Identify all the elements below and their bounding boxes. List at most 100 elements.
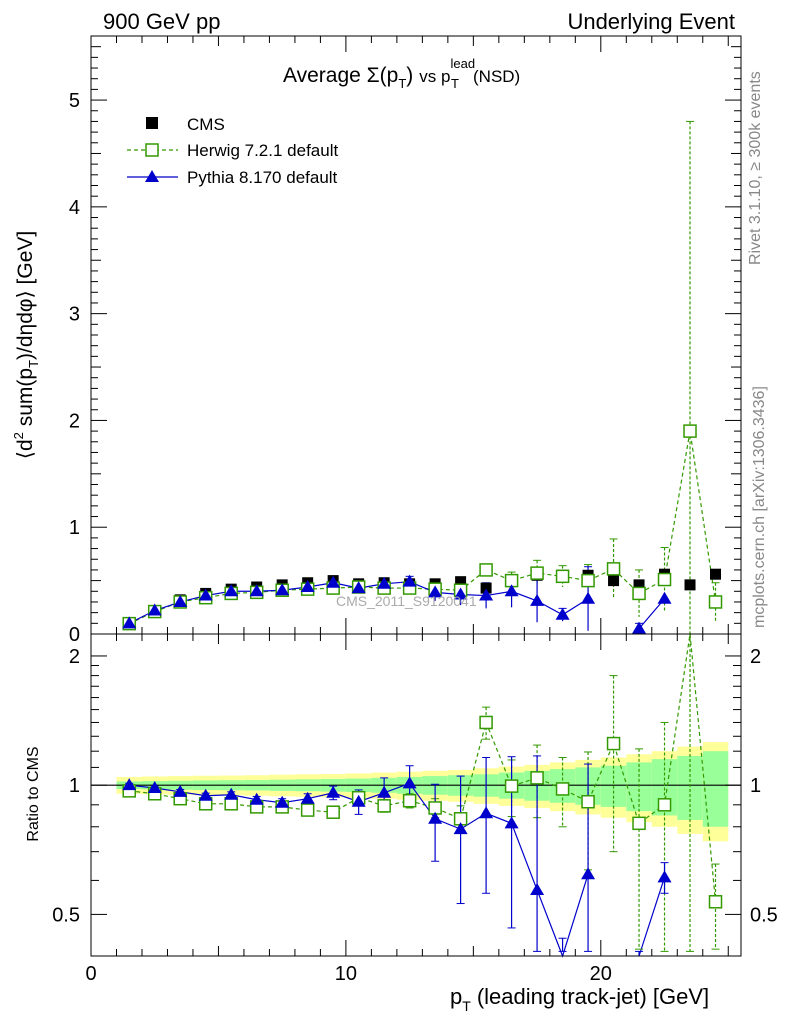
cms-point <box>480 582 492 594</box>
herwig-ratio-point <box>300 803 315 817</box>
ratio-y-axis-label: Ratio to CMS <box>25 746 42 841</box>
herwig-ratio-point <box>632 816 646 831</box>
plot-title: Average Σ(pT) vs plead T (NSD) <box>283 56 520 91</box>
x-tick-label: 10 <box>335 963 357 985</box>
watermark: CMS_2011_S9120041 <box>336 593 477 609</box>
cms-point <box>608 575 620 587</box>
y-tick-label: 1 <box>69 517 80 539</box>
ratio-tick-label-right: 1 <box>750 775 761 797</box>
ratio-frame <box>90 633 742 957</box>
herwig-point <box>530 566 544 580</box>
pythia-point <box>351 581 366 594</box>
cms-point <box>684 579 696 591</box>
pythia-point <box>147 603 162 616</box>
pythia-point <box>555 607 570 620</box>
pythia-point <box>173 594 188 607</box>
pythia-ratio-point <box>198 788 213 801</box>
pythia-point <box>504 584 519 597</box>
x-axis-label: pT (leading track-jet) [GeV] <box>450 984 709 1014</box>
tick-labels: 0 10 20 0 1 2 3 4 5 0.5 0.5 1 1 2 2 <box>52 90 778 985</box>
pythia-ratio-point <box>275 795 290 808</box>
cms-point <box>633 579 645 591</box>
legend-cms-marker <box>146 117 158 129</box>
herwig-ratio-point <box>555 782 570 796</box>
herwig-ratio-point <box>402 793 417 808</box>
herwig-ratio-point <box>657 798 672 812</box>
pythia-ratio-point <box>377 785 392 798</box>
axis-ticks <box>90 36 741 956</box>
y-tick-label: 2 <box>69 410 80 432</box>
herwig-ratio-point <box>606 736 621 751</box>
pythia-point <box>275 583 290 596</box>
pythia-ratio-point <box>249 792 264 805</box>
pythia-ratio-point <box>224 787 239 800</box>
pythia-point <box>479 588 494 601</box>
side-label-rivet: Rivet 3.1.10, ≥ 300k events <box>747 71 764 265</box>
herwig-ratio-point <box>581 794 595 809</box>
pythia-ratio-point <box>428 811 443 824</box>
pythia-point <box>326 575 341 588</box>
pythia-point <box>581 591 596 604</box>
y-tick-label: 0 <box>69 624 80 646</box>
pythia-point <box>377 576 392 589</box>
herwig-point <box>657 572 672 587</box>
x-tick-label: 20 <box>590 963 612 985</box>
pythia-ratio-point <box>453 822 468 835</box>
herwig-ratio-point <box>504 779 519 793</box>
pythia-point <box>402 574 417 587</box>
ratio-tick-label-right: 2 <box>750 646 761 668</box>
pythia-ratio-point <box>479 806 494 819</box>
pythia-ratio-point <box>147 780 162 793</box>
herwig-point <box>632 586 646 601</box>
y-axis-label: ⟨d2 sum(pT)/dηdφ⟩ [GeV] <box>11 231 41 459</box>
pythia-point <box>249 584 264 597</box>
pythia-ratio-point <box>300 791 315 804</box>
x-tick-label: 0 <box>85 963 96 985</box>
legend-herwig-label: Herwig 7.2.1 default <box>187 141 338 160</box>
pythia-point <box>428 585 443 598</box>
y-tick-label: 4 <box>69 197 80 219</box>
cms-point <box>455 576 467 588</box>
pythia-point <box>657 591 672 604</box>
legend: CMS Herwig 7.2.1 default Pythia 8.170 de… <box>127 115 338 187</box>
herwig-point <box>683 424 697 438</box>
pythia-ratio-point <box>326 785 341 798</box>
pythia-ratio-point <box>351 794 366 807</box>
herwig-point <box>606 562 621 576</box>
side-label-mcplots: mcplots.cern.ch [arXiv:1306.3436] <box>751 386 768 628</box>
header-left: 900 GeV pp <box>103 9 220 34</box>
pythia-ratio-point <box>122 778 137 791</box>
herwig-point <box>479 563 493 577</box>
pythia-ratio-point <box>173 784 188 797</box>
legend-cms-label: CMS <box>187 115 225 134</box>
ratio-tick-label-left: 2 <box>69 646 80 668</box>
pythia-point <box>530 593 545 606</box>
pythia-ratio-point <box>504 816 519 829</box>
pythia-ratio-point <box>581 867 596 880</box>
herwig-ratio-point <box>377 799 391 813</box>
data-marks <box>122 120 723 958</box>
ratio-band-stat <box>702 751 729 827</box>
y-tick-label: 5 <box>69 90 80 112</box>
herwig-point <box>708 595 723 609</box>
pythia-point <box>300 580 315 593</box>
herwig-ratio-point <box>530 771 544 785</box>
legend-herwig-marker <box>145 143 159 157</box>
pythia-point <box>224 584 239 597</box>
pythia-point <box>122 616 137 629</box>
ratio-tick-label-right: 0.5 <box>750 904 778 926</box>
herwig-point <box>581 573 595 588</box>
herwig-ratio-point <box>326 805 340 819</box>
legend-pythia-label: Pythia 8.170 default <box>187 168 338 187</box>
pythia-ratio-point <box>657 870 672 883</box>
pythia-point <box>453 587 468 600</box>
y-tick-label: 3 <box>69 304 80 326</box>
herwig-point <box>555 569 570 584</box>
legend-pythia-marker <box>145 170 159 182</box>
pythia-ratio-point <box>530 882 545 895</box>
herwig-ratio-point <box>479 715 493 730</box>
pythia-point <box>198 588 213 601</box>
pythia-point <box>632 621 647 634</box>
ratio-tick-label-left: 1 <box>69 775 80 797</box>
